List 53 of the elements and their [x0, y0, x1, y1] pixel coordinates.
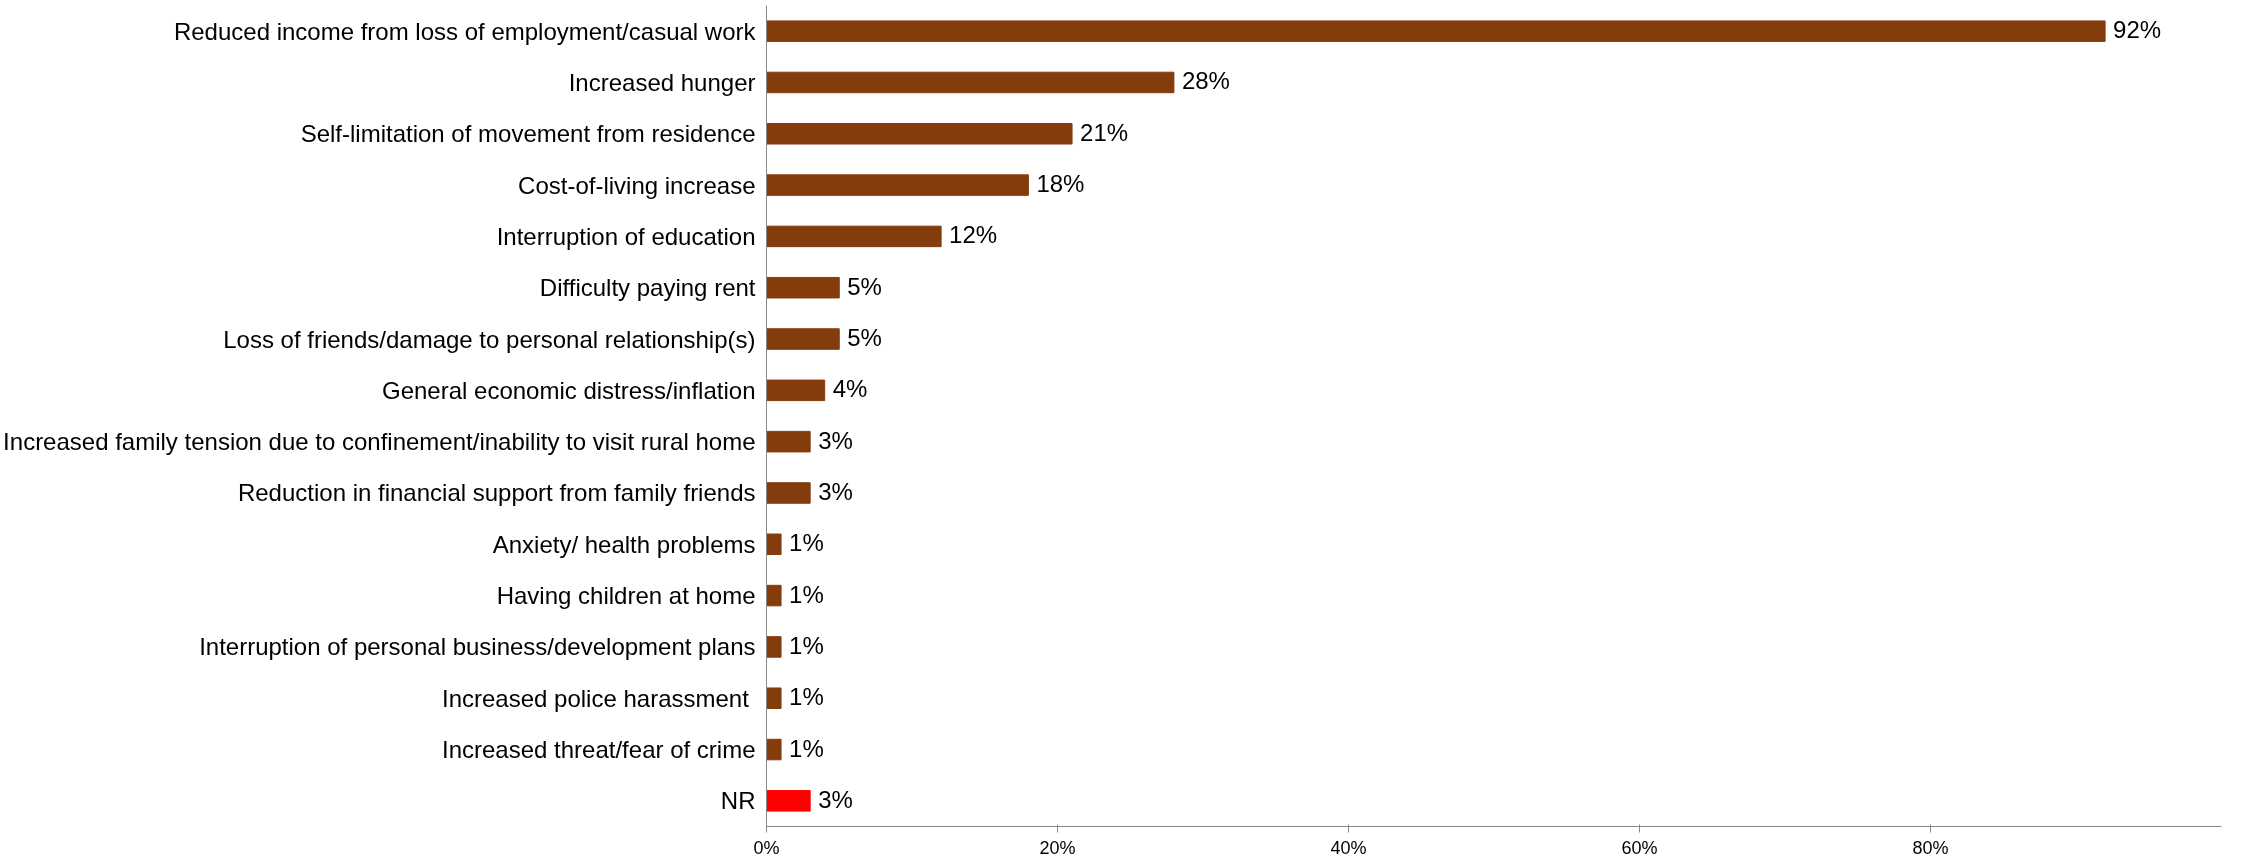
bar [766, 636, 782, 658]
y-tick-label: Increased threat/fear of crime [442, 736, 756, 764]
data-label: 4% [832, 375, 868, 403]
data-label: 1% [789, 683, 824, 711]
data-label: 28% [1181, 67, 1230, 95]
y-tick-label: Self-limitation of movement from residence [300, 120, 756, 148]
data-label: 1% [789, 529, 824, 557]
data-label: 12% [949, 221, 998, 249]
data-label: 1% [789, 631, 824, 659]
data-label: 3% [818, 477, 853, 505]
bar [766, 738, 782, 761]
y-tick-label: Interruption of personal business/development plans [199, 633, 756, 661]
y-tick-label: Loss of friends/damage to personal relationship(s) [223, 325, 756, 353]
bar [766, 276, 840, 299]
data-label: 1% [789, 734, 824, 762]
x-tick-label: 40% [1330, 837, 1367, 858]
x-tick-label: 20% [1039, 837, 1076, 858]
y-tick-label: General economic distress/inflation [381, 376, 756, 404]
data-label: 1% [789, 580, 824, 608]
y-tick-label: Increased police harassment [442, 684, 750, 712]
bar [766, 687, 782, 709]
y-tick-label: Reduced income from loss of employment/casual work [173, 17, 757, 45]
data-label: 3% [818, 426, 853, 454]
data-label: 18% [1036, 170, 1085, 198]
data-label: 5% [847, 324, 882, 352]
y-tick-label: Increased family tension due to confinement/inability to visit rural home [3, 428, 756, 456]
bar [766, 430, 811, 453]
x-tick-label: 0% [753, 837, 780, 858]
bar [766, 584, 782, 607]
bar [766, 790, 811, 812]
bar [766, 225, 942, 248]
y-tick-label: Interruption of education [496, 222, 756, 250]
bar [766, 20, 2106, 42]
y-tick-label: Anxiety/ health problems [492, 530, 756, 558]
y-tick-label: NR [720, 787, 756, 815]
data-label: 21% [1080, 118, 1129, 146]
data-label: 5% [847, 272, 882, 300]
y-tick-label: Cost-of-living increase [518, 171, 756, 199]
y-tick-label: Increased hunger [568, 68, 756, 96]
bar [766, 71, 1175, 94]
y-tick-label: Difficulty paying rent [539, 274, 756, 302]
bar [766, 174, 1029, 196]
x-tick-label: 60% [1621, 837, 1658, 858]
x-tick-label: 80% [1912, 837, 1949, 858]
bar [766, 482, 811, 504]
y-tick-label: Reduction in financial support from family friends [237, 479, 756, 507]
y-tick-label: Having children at home [496, 582, 756, 610]
bar [766, 533, 782, 556]
bar [766, 123, 1073, 145]
data-label: 3% [818, 785, 853, 813]
bar [766, 379, 826, 402]
data-label: 92% [2113, 16, 2162, 44]
bar [766, 328, 840, 350]
